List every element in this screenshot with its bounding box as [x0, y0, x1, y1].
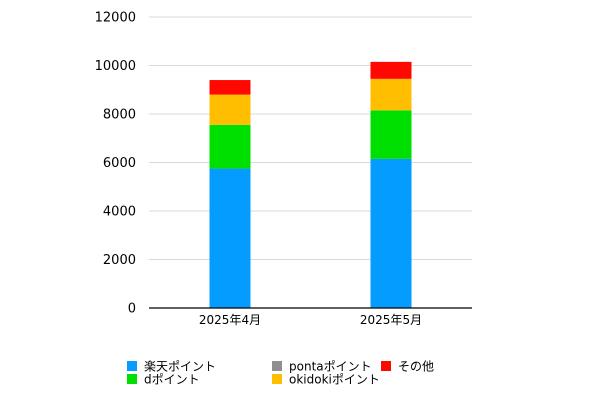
legend-swatch [381, 361, 391, 371]
y-tick-label: 12000 [95, 11, 136, 26]
x-axis-tick-labels: 2025年4月 2025年5月 [199, 313, 422, 327]
bars [209, 61, 412, 308]
legend-label: その他 [398, 360, 434, 374]
legend-label: dポイント [144, 373, 200, 387]
legend-item: pontaポイント [272, 360, 372, 374]
legend-label: okidokiポイント [289, 373, 380, 387]
legend-item: 楽天ポイント [127, 360, 216, 374]
bar-segment [209, 168, 251, 308]
x-tick-label: 2025年4月 [199, 313, 261, 327]
y-tick-label: 2000 [103, 253, 136, 268]
y-tick-label: 0 [128, 302, 136, 317]
legend-label: 楽天ポイント [144, 360, 216, 374]
y-tick-label: 4000 [103, 205, 136, 220]
bar-segment [209, 80, 251, 95]
bar-segment [370, 61, 412, 79]
bar-segment [209, 94, 251, 125]
legend-swatch [127, 361, 137, 371]
gridlines [149, 16, 472, 260]
legend-swatch [272, 374, 282, 384]
legend-swatch [127, 374, 137, 384]
y-tick-label: 6000 [103, 156, 136, 171]
bar-segment [209, 124, 251, 169]
x-tick-label: 2025年5月 [360, 313, 422, 327]
y-tick-label: 8000 [103, 108, 136, 123]
y-tick-label: 10000 [95, 59, 136, 74]
bar-segment [370, 78, 412, 111]
bar-segment [370, 110, 412, 159]
legend-item: その他 [381, 360, 434, 374]
legend-item: dポイント [127, 373, 200, 387]
legend-label: pontaポイント [289, 360, 372, 374]
bar-segment [370, 158, 412, 308]
y-axis-tick-labels: 0 2000 4000 6000 8000 10000 12000 [95, 11, 136, 317]
legend-item: okidokiポイント [272, 373, 380, 387]
legend-swatch [272, 361, 282, 371]
